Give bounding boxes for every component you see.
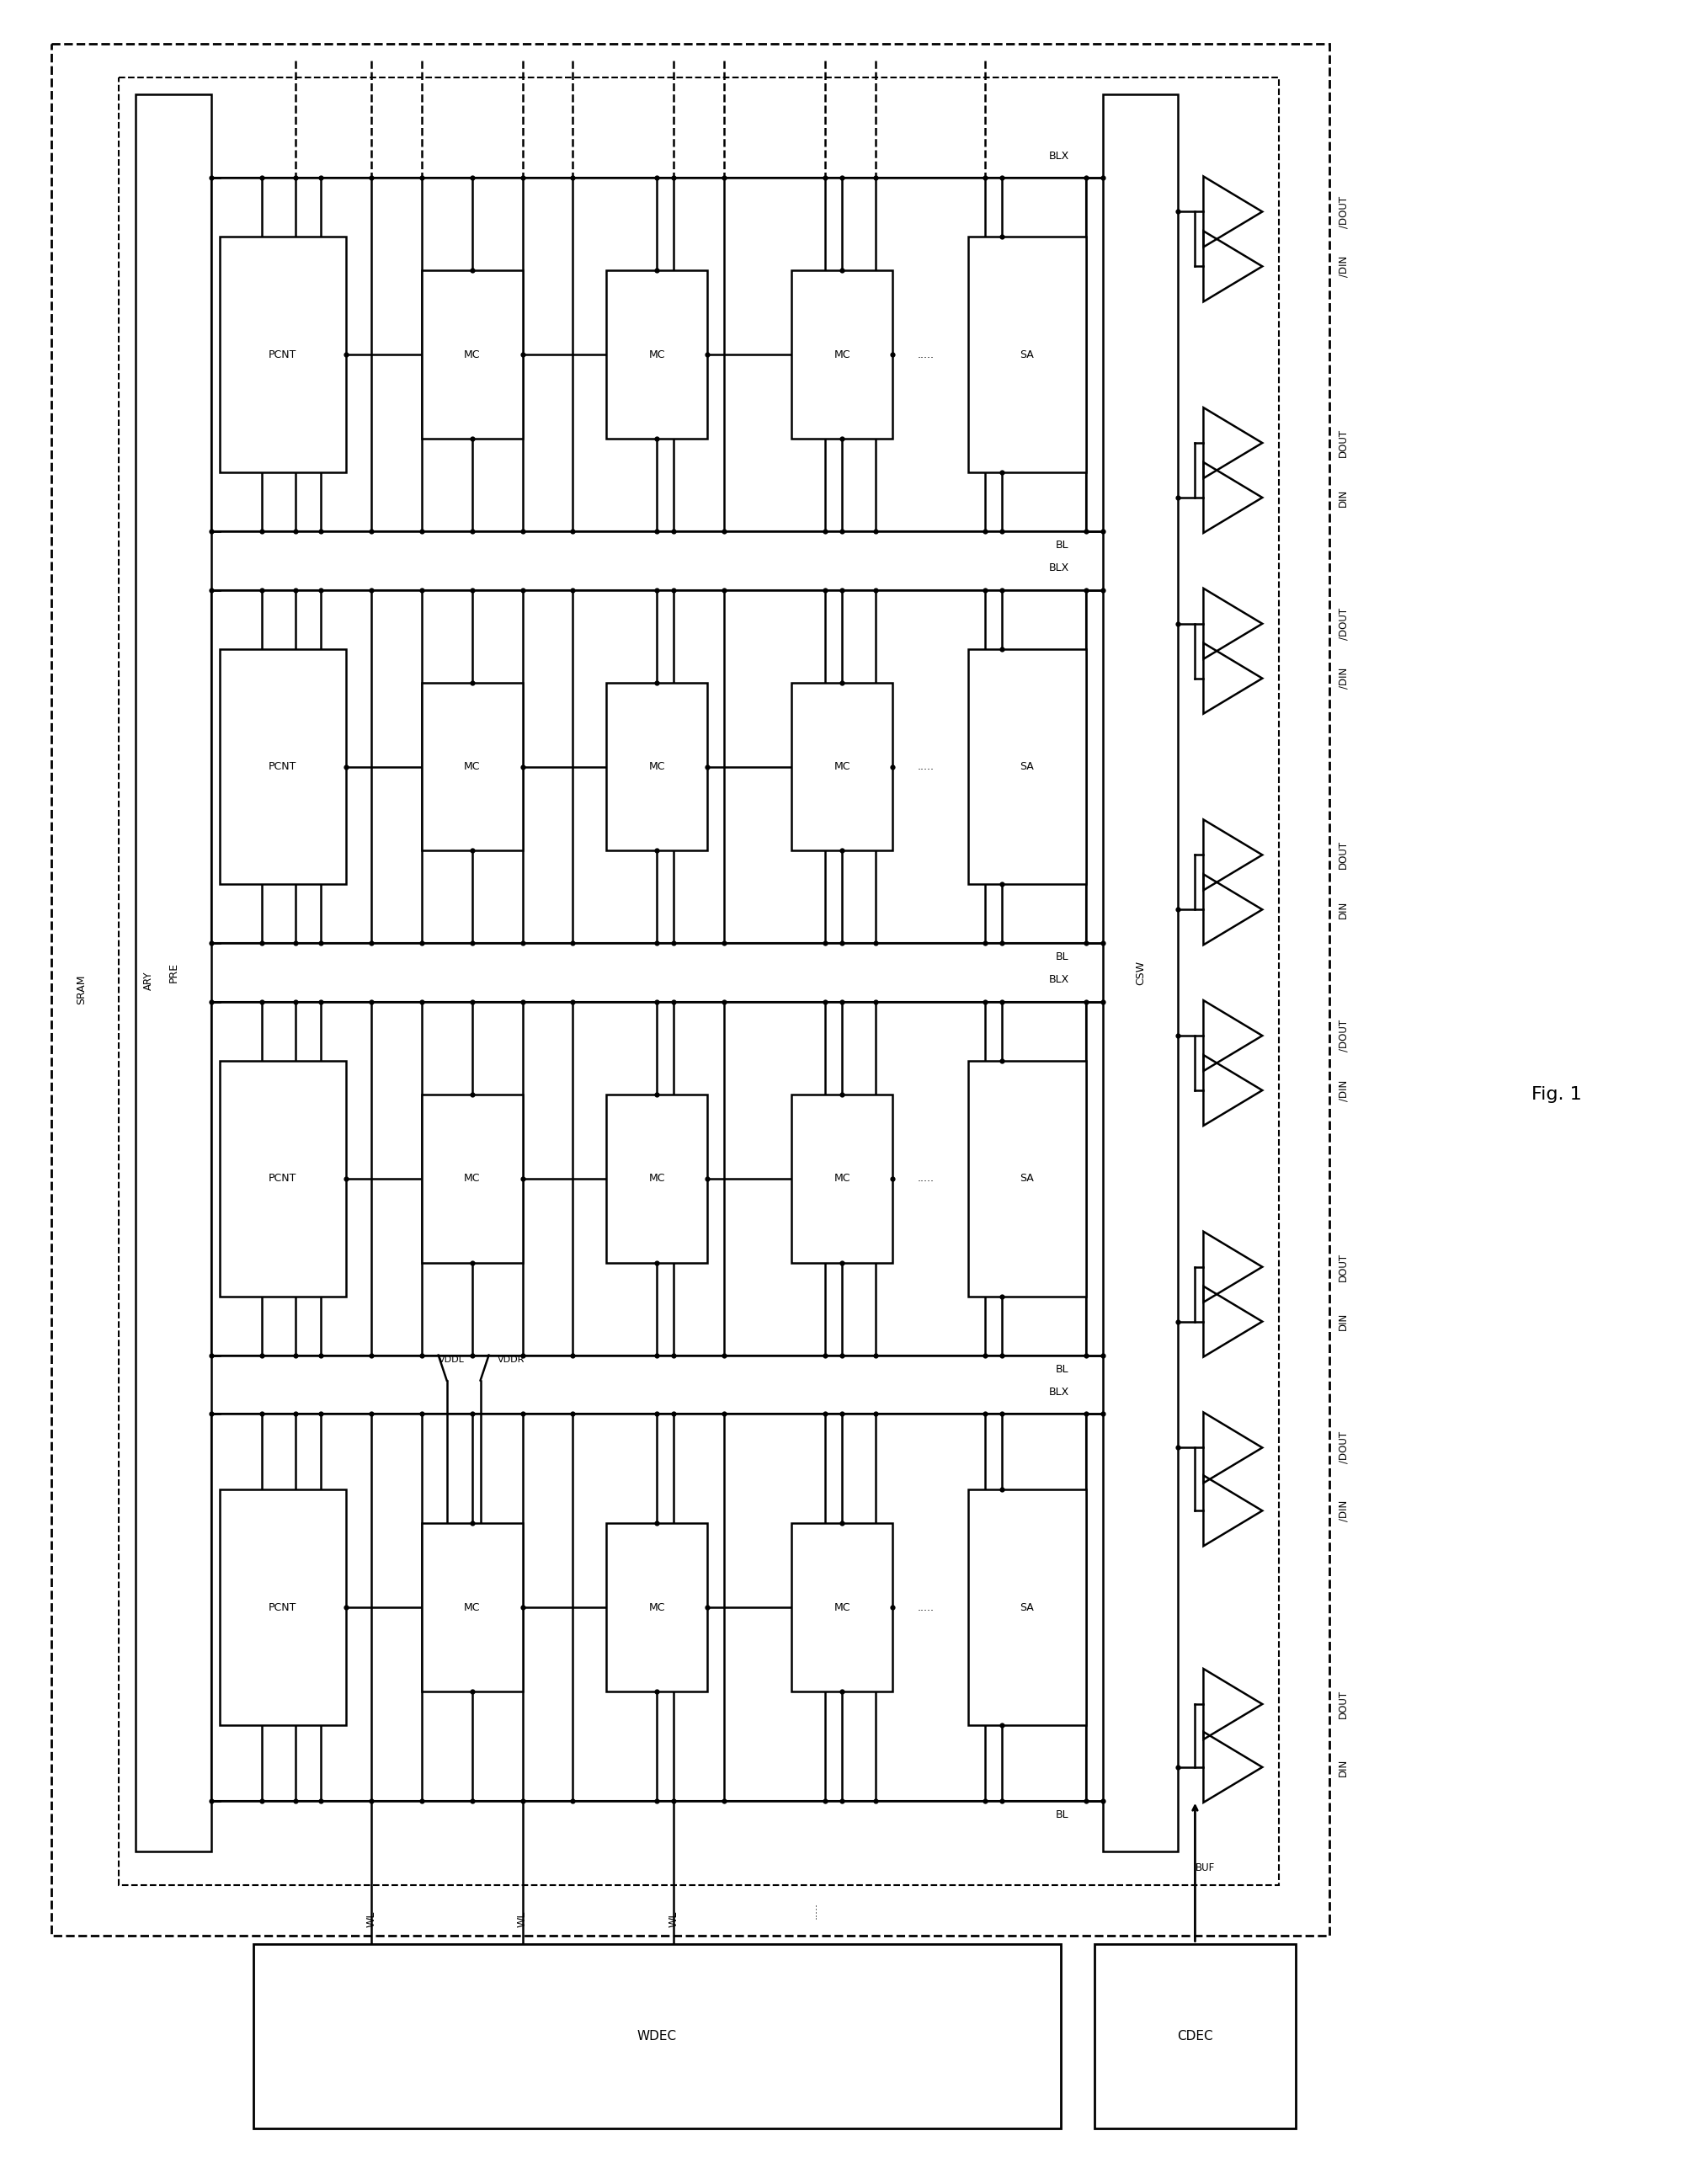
Bar	[792, 1522, 892, 1690]
Text: PRE: PRE	[168, 963, 178, 983]
Bar	[136, 94, 211, 1852]
Text: MC: MC	[464, 1601, 481, 1612]
Text: BL: BL	[1055, 952, 1069, 963]
Bar	[421, 1094, 523, 1262]
Text: WL: WL	[668, 1911, 680, 1926]
Text: .....: .....	[917, 762, 934, 773]
Text: /DIN: /DIN	[1339, 256, 1349, 277]
Bar	[607, 684, 707, 852]
Bar	[968, 1061, 1086, 1297]
Bar	[119, 76, 1279, 1885]
Text: BLX: BLX	[1048, 1387, 1069, 1398]
Text: DIN: DIN	[1339, 489, 1349, 507]
Bar	[421, 1522, 523, 1690]
Bar	[607, 1522, 707, 1690]
Text: MC: MC	[834, 1601, 850, 1612]
Text: DIN: DIN	[1339, 1758, 1349, 1776]
Text: DIN: DIN	[1339, 900, 1349, 919]
Bar	[968, 649, 1086, 885]
Bar	[219, 1061, 347, 1297]
Text: SRAM: SRAM	[75, 974, 87, 1005]
Bar	[792, 684, 892, 852]
Text: WDEC: WDEC	[637, 2029, 676, 2042]
Text: MC: MC	[649, 349, 666, 360]
Text: BL: BL	[1055, 1363, 1069, 1374]
Text: MC: MC	[834, 762, 850, 773]
Bar	[607, 271, 707, 439]
Bar	[211, 179, 1086, 531]
Text: MC: MC	[464, 1173, 481, 1184]
Text: CDEC: CDEC	[1177, 2029, 1213, 2042]
Text: /DIN: /DIN	[1339, 1079, 1349, 1101]
Bar	[421, 271, 523, 439]
Text: PCNT: PCNT	[268, 1173, 297, 1184]
Bar	[1103, 94, 1177, 1852]
Text: VDDL: VDDL	[438, 1354, 464, 1363]
Text: SA: SA	[1019, 1173, 1035, 1184]
Text: DOUT: DOUT	[1339, 428, 1349, 456]
Bar	[1094, 1944, 1296, 2129]
Text: PCNT: PCNT	[268, 349, 297, 360]
Text: DOUT: DOUT	[1339, 1251, 1349, 1282]
Text: MC: MC	[649, 1601, 666, 1612]
Text: WL: WL	[516, 1911, 528, 1926]
Bar	[51, 44, 1330, 1935]
Text: DOUT: DOUT	[1339, 1690, 1349, 1719]
Text: .....: .....	[809, 1902, 819, 1918]
Text: .....: .....	[917, 1173, 934, 1184]
Text: .....: .....	[917, 1601, 934, 1612]
Text: MC: MC	[834, 349, 850, 360]
Text: /DIN: /DIN	[1339, 668, 1349, 688]
Bar	[792, 1094, 892, 1262]
Text: /DIN: /DIN	[1339, 1500, 1349, 1522]
Text: BL: BL	[1055, 539, 1069, 550]
Bar	[607, 1094, 707, 1262]
Text: BL: BL	[1055, 1808, 1069, 1819]
Text: SA: SA	[1019, 349, 1035, 360]
Text: VDDR: VDDR	[498, 1354, 525, 1363]
Text: SA: SA	[1019, 1601, 1035, 1612]
Bar	[211, 1002, 1086, 1354]
Text: /DOUT: /DOUT	[1339, 1431, 1349, 1463]
Text: BUF: BUF	[1194, 1863, 1215, 1874]
Text: ARY: ARY	[143, 972, 155, 992]
Text: MC: MC	[834, 1173, 850, 1184]
Bar	[968, 236, 1086, 472]
Bar	[211, 590, 1086, 943]
Text: SA: SA	[1019, 762, 1035, 773]
Bar	[792, 271, 892, 439]
Text: MC: MC	[649, 762, 666, 773]
Text: BLX: BLX	[1048, 974, 1069, 985]
Bar	[211, 1413, 1086, 1802]
Bar	[253, 1944, 1060, 2129]
Text: Fig. 1: Fig. 1	[1531, 1085, 1582, 1103]
Bar	[219, 1489, 347, 1725]
Text: MC: MC	[649, 1173, 666, 1184]
Text: .....: .....	[917, 349, 934, 360]
Text: WL: WL	[365, 1911, 377, 1926]
Text: PCNT: PCNT	[268, 762, 297, 773]
Text: /DOUT: /DOUT	[1339, 197, 1349, 227]
Text: MC: MC	[464, 762, 481, 773]
Bar	[219, 236, 347, 472]
Text: /DOUT: /DOUT	[1339, 1020, 1349, 1053]
Text: DIN: DIN	[1339, 1313, 1349, 1330]
Text: BLX: BLX	[1048, 151, 1069, 162]
Text: MC: MC	[464, 349, 481, 360]
Text: /DOUT: /DOUT	[1339, 607, 1349, 640]
Text: PCNT: PCNT	[268, 1601, 297, 1612]
Bar	[968, 1489, 1086, 1725]
Text: CSW: CSW	[1135, 961, 1145, 985]
Text: BLX: BLX	[1048, 561, 1069, 572]
Bar	[421, 684, 523, 852]
Text: DOUT: DOUT	[1339, 841, 1349, 869]
Bar	[219, 649, 347, 885]
